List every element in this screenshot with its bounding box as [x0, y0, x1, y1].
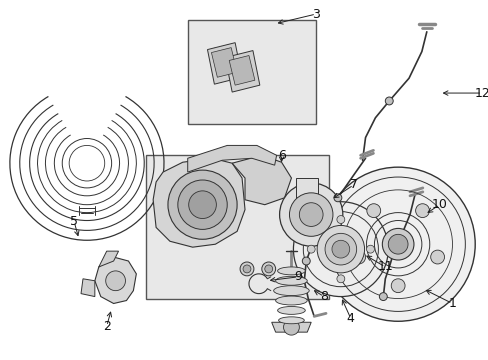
Bar — [146, 155, 328, 298]
Polygon shape — [211, 48, 237, 77]
Circle shape — [387, 234, 407, 254]
Polygon shape — [153, 158, 244, 247]
Text: 1: 1 — [447, 297, 455, 310]
Text: 10: 10 — [431, 198, 447, 211]
Polygon shape — [99, 251, 118, 267]
Polygon shape — [225, 50, 259, 92]
Bar — [296, 178, 318, 200]
Polygon shape — [207, 43, 242, 84]
Circle shape — [261, 262, 275, 276]
Circle shape — [293, 202, 387, 297]
Circle shape — [336, 216, 344, 224]
Circle shape — [302, 257, 309, 265]
Circle shape — [333, 194, 341, 202]
Circle shape — [188, 191, 216, 219]
Circle shape — [289, 193, 332, 236]
Circle shape — [385, 97, 392, 105]
Circle shape — [430, 250, 444, 264]
Polygon shape — [271, 322, 310, 332]
Circle shape — [243, 265, 250, 273]
Text: 4: 4 — [346, 312, 354, 325]
Circle shape — [240, 262, 253, 276]
Circle shape — [306, 245, 315, 253]
Text: 12: 12 — [473, 86, 488, 100]
Bar — [187, 20, 316, 124]
Circle shape — [325, 233, 356, 265]
Ellipse shape — [275, 296, 306, 305]
Text: 8: 8 — [320, 290, 327, 303]
Text: 7: 7 — [349, 179, 357, 192]
Text: 5: 5 — [70, 215, 78, 228]
Polygon shape — [232, 155, 291, 205]
Circle shape — [379, 293, 386, 301]
Circle shape — [283, 319, 299, 335]
Ellipse shape — [278, 317, 304, 324]
Circle shape — [366, 204, 380, 217]
Circle shape — [336, 275, 344, 283]
Ellipse shape — [277, 267, 305, 275]
Ellipse shape — [275, 276, 306, 285]
Circle shape — [351, 250, 365, 264]
Polygon shape — [81, 279, 95, 297]
Circle shape — [279, 183, 342, 246]
Text: 2: 2 — [102, 320, 110, 333]
Text: 6: 6 — [277, 149, 285, 162]
Circle shape — [331, 240, 349, 258]
Ellipse shape — [273, 286, 308, 296]
Circle shape — [264, 265, 272, 273]
Circle shape — [167, 170, 237, 239]
Circle shape — [299, 203, 323, 226]
Circle shape — [382, 228, 413, 260]
Circle shape — [321, 167, 474, 321]
Text: 11: 11 — [377, 260, 392, 274]
Ellipse shape — [277, 306, 305, 314]
Circle shape — [366, 245, 374, 253]
Polygon shape — [187, 145, 276, 172]
Circle shape — [105, 271, 125, 291]
Circle shape — [390, 279, 404, 293]
Text: 3: 3 — [311, 8, 320, 21]
Circle shape — [317, 225, 364, 273]
Text: 9: 9 — [294, 270, 302, 283]
Circle shape — [178, 180, 227, 229]
Polygon shape — [229, 55, 254, 85]
Circle shape — [415, 204, 428, 217]
Polygon shape — [95, 257, 136, 303]
